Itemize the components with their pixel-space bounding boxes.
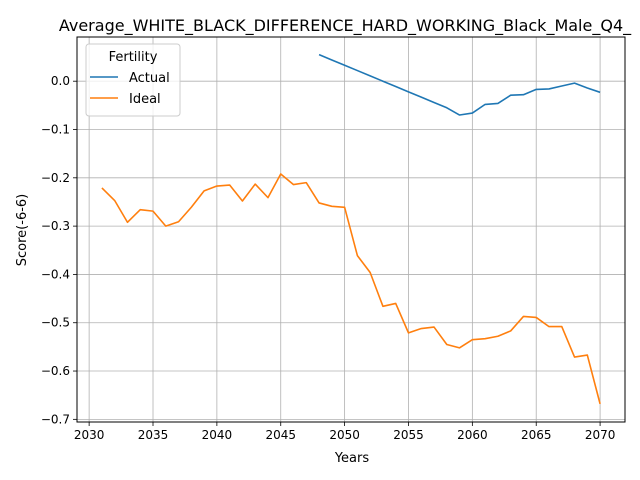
legend-title: Fertility	[109, 50, 158, 65]
y-tick-label: −0.5	[41, 316, 70, 330]
series-line-ideal	[101, 173, 601, 405]
x-tick-label: 2065	[521, 428, 552, 442]
x-axis-label: Years	[334, 451, 370, 466]
y-axis-label: Score(-6-6)	[15, 194, 30, 266]
y-tick-label: −0.1	[41, 123, 70, 137]
legend-label-ideal: Ideal	[129, 92, 161, 107]
chart-title: Average_WHITE_BLACK_DIFFERENCE_HARD_WORK…	[59, 16, 632, 36]
x-tick-label: 2045	[265, 428, 296, 442]
y-tick-label: 0.0	[51, 74, 70, 88]
x-tick-label: 2060	[457, 428, 488, 442]
x-axis-ticks: 2030 2035 2040 2045 2050 2055 2060 2065 2070	[74, 422, 616, 442]
y-tick-label: −0.2	[41, 171, 70, 185]
y-axis-ticks: −0.7 −0.6 −0.5 −0.4 −0.3 −0.2 −0.1 0.0	[41, 74, 77, 426]
y-tick-label: −0.6	[41, 364, 70, 378]
plot-lines	[101, 53, 601, 405]
y-tick-label: −0.3	[41, 219, 70, 233]
y-tick-label: −0.4	[41, 267, 70, 281]
x-tick-label: 2050	[329, 428, 360, 442]
y-tick-label: −0.7	[41, 412, 70, 426]
x-tick-label: 2030	[74, 428, 105, 442]
x-tick-label: 2035	[138, 428, 169, 442]
legend: Fertility Actual Ideal	[85, 43, 181, 117]
x-tick-label: 2055	[393, 428, 424, 442]
series-line-actual	[318, 53, 601, 116]
x-tick-label: 2040	[202, 428, 233, 442]
plot-frame	[76, 36, 626, 423]
grid	[77, 37, 625, 422]
x-tick-label: 2070	[585, 428, 616, 442]
legend-label-actual: Actual	[129, 71, 170, 86]
